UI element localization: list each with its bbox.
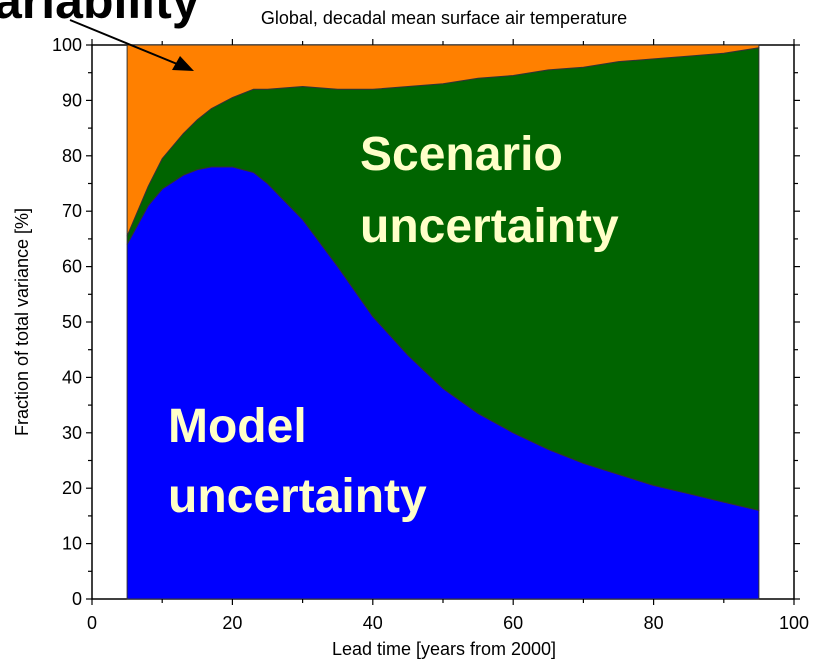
callout-arrow-head xyxy=(172,56,194,71)
y-tick-label: 20 xyxy=(62,478,82,498)
y-tick-label: 30 xyxy=(62,423,82,443)
tick-layer: 0 20 40 60 80 100 0 10 20 30 40 50 60 70 80 90 100 xyxy=(52,35,809,633)
y-tick-label: 100 xyxy=(52,35,82,55)
x-tick-label: 20 xyxy=(222,613,242,633)
x-tick-label: 100 xyxy=(779,613,809,633)
area-internal-variability xyxy=(126,44,760,237)
y-axis-title: Fraction of total variance [%] xyxy=(12,208,32,436)
y-tick-label: 50 xyxy=(62,312,82,332)
variability-callout: ariability xyxy=(0,0,200,29)
y-tick-label: 70 xyxy=(62,201,82,221)
scenario-label-line1: Scenario xyxy=(360,128,563,181)
y-tick-label: 60 xyxy=(62,257,82,277)
y-tick-label: 40 xyxy=(62,367,82,387)
y-tick-label: 10 xyxy=(62,534,82,554)
x-tick-label: 60 xyxy=(503,613,523,633)
y-tick-label: 90 xyxy=(62,90,82,110)
x-tick-label: 40 xyxy=(363,613,383,633)
scenario-label-line2: uncertainty xyxy=(360,200,619,253)
callout-arrow-line xyxy=(69,19,183,67)
y-tick-label: 0 xyxy=(72,589,82,609)
chart-title: Global, decadal mean surface air tempera… xyxy=(261,8,627,28)
y-tick-label: 80 xyxy=(62,146,82,166)
x-axis-title: Lead time [years from 2000] xyxy=(332,639,556,659)
model-label-line1: Model xyxy=(168,400,307,453)
x-tick-label: 0 xyxy=(87,613,97,633)
model-label-line2: uncertainty xyxy=(168,470,427,523)
x-tick-label: 80 xyxy=(644,613,664,633)
area-layer xyxy=(126,44,760,600)
